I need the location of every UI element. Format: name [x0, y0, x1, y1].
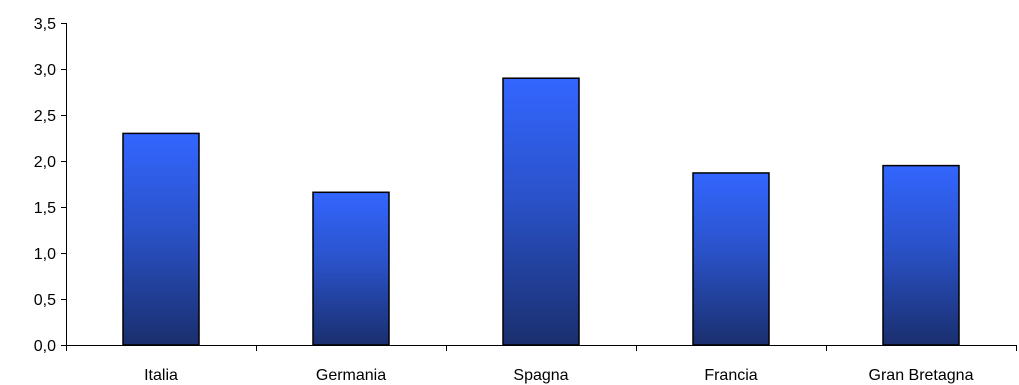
bar-francia: [692, 172, 770, 346]
x-tick-label: Spagna: [513, 367, 568, 384]
y-tick-label: 0,0: [34, 338, 56, 355]
y-tick-label: 2,5: [34, 108, 56, 125]
bars: [122, 77, 960, 346]
y-tick-label: 1,0: [34, 246, 56, 263]
x-tick-label: Germania: [316, 367, 386, 384]
y-tick-label: 2,0: [34, 154, 56, 171]
y-tick-label: 3,0: [34, 62, 56, 79]
x-axis-ticks: Italia Germania Spagna Francia Gran Bretagna: [66, 345, 1017, 384]
x-tick-label: Francia: [704, 367, 757, 384]
bar-gran-bretagna: [882, 164, 960, 346]
bar-spagna: [502, 77, 580, 346]
bar-germania: [312, 191, 390, 346]
bar-italia: [122, 132, 200, 346]
x-tick-label: Italia: [144, 367, 178, 384]
x-tick-label: Gran Bretagna: [869, 367, 974, 384]
y-axis-ticks: 0,0 0,5 1,0 1,5 2,0 2,5 3,0 3,5: [34, 16, 66, 355]
y-tick-label: 0,5: [34, 292, 56, 309]
y-tick-label: 1,5: [34, 200, 56, 217]
y-tick-label: 3,5: [34, 16, 56, 33]
